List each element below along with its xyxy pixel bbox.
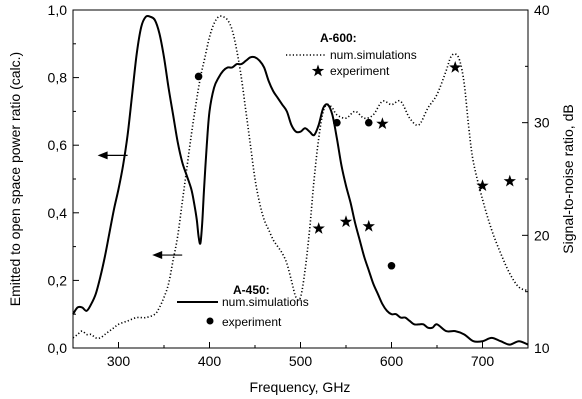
y-right-ticks: 10 20 30 40 [522,2,550,356]
a450-experiment-point [333,118,341,127]
series-a450-simulation-line [72,14,529,346]
a600-experiment-point [476,179,489,192]
a600-experiment-point [362,219,375,232]
y-left-tick-label: 0,6 [48,137,68,153]
axis-pointer-arrow-head [97,151,108,160]
x-tick-label: 400 [198,353,222,369]
series-layer [72,14,529,346]
legend-a600-sim-label: num.simulations [330,48,417,62]
y-left-tick-label: 0,2 [48,272,68,288]
x-tick-label: 300 [107,353,131,369]
legend-a600-exp-swatch [311,64,325,77]
y-left-ticks: 0,0 0,2 0,4 0,6 0,8 1,0 [48,2,79,356]
x-tick-label: 700 [471,353,495,369]
x-ticks: 300 400 500 600 700 [72,342,529,369]
y-left-tick-label: 0,4 [48,205,68,221]
series-a600-simulation-line [72,15,529,340]
a450-experiment-point [194,72,203,81]
y-left-tick-label: 1,0 [48,2,68,18]
y-right-tick-label: 30 [534,115,550,131]
annotation-layer [97,151,183,260]
y-right-tick-label: 40 [534,2,550,18]
legend-a450-title: A-450: [233,283,270,297]
a450-experiment-point [387,261,396,270]
y-left-tick-label: 0,0 [48,340,68,356]
legend-a600: A-600: num.simulations experiment [286,31,417,78]
x-tick-label: 500 [289,353,313,369]
y-left-tick-label: 0,8 [48,70,68,86]
a600-experiment-point [376,117,389,130]
y-right-axis-title: Signal-to-noise ratio, dB [560,104,576,253]
a600-experiment-point [312,222,325,234]
legend-a450: A-450: num.simulations experiment [177,283,309,329]
a600-experiment-point [449,60,462,73]
a600-experiment-point [339,215,353,228]
legend-a450-exp-label: experiment [222,315,282,329]
x-axis-title: Frequency, GHz [250,379,351,395]
y-right-tick-label: 20 [534,227,550,243]
legend-a450-exp-swatch [206,317,214,325]
x-tick-label: 600 [380,353,404,369]
a600-experiment-point [503,174,516,187]
legend-a600-title: A-600: [320,31,357,45]
a450-experiment-point [364,118,373,127]
legend-a450-sim-label: num.simulations [222,295,309,309]
axis-pointer-arrow-head [152,251,163,260]
legend-a600-exp-label: experiment [330,64,390,78]
y-left-axis-title: Emitted to open space power ratio (calc.… [7,52,23,306]
y-right-tick-label: 10 [534,340,550,356]
